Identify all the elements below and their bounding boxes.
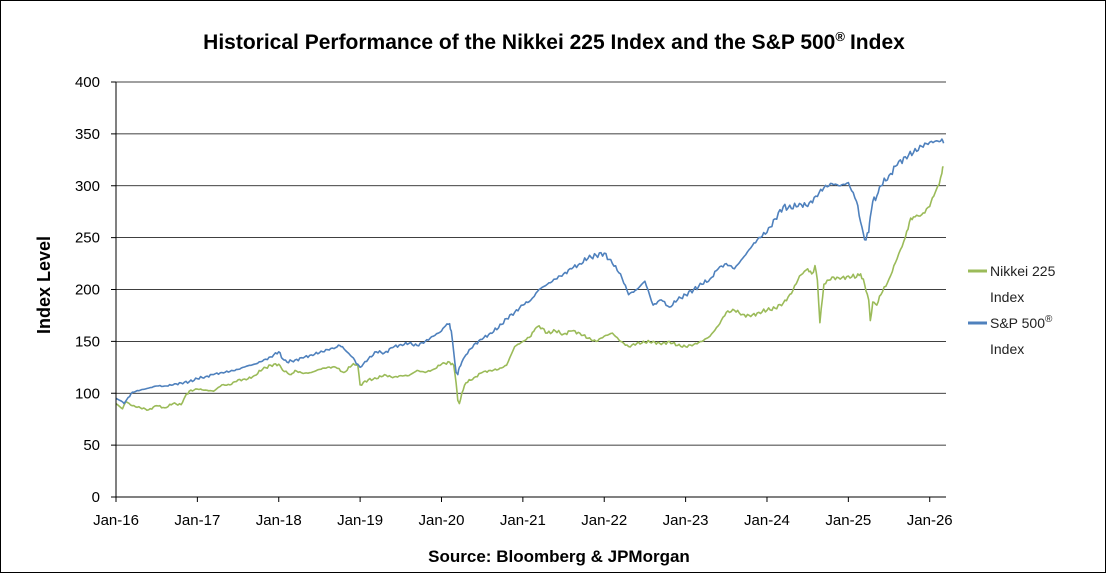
legend-label-sp500-line1: S&P 500® bbox=[990, 314, 1053, 331]
x-tick-label-Jan-22: Jan-22 bbox=[581, 512, 627, 529]
chart-title-main: Historical Performance of the Nikkei 225… bbox=[203, 31, 835, 54]
x-tick-label-Jan-26: Jan-26 bbox=[907, 512, 953, 529]
legend-label-nikkei-line2: Index bbox=[990, 289, 1024, 305]
y-tick-label-200: 200 bbox=[75, 282, 100, 299]
y-axis-title: Index Level bbox=[34, 236, 54, 334]
y-tick-label-250: 250 bbox=[75, 230, 100, 247]
x-tick-label-Jan-17: Jan-17 bbox=[174, 512, 220, 529]
x-tick-label-Jan-23: Jan-23 bbox=[663, 512, 709, 529]
source-note: Source: Bloomberg & JPMorgan bbox=[428, 547, 690, 566]
y-tick-label-0: 0 bbox=[92, 489, 100, 506]
y-tick-label-400: 400 bbox=[75, 74, 100, 91]
y-tick-labels: 0 50 100 150 200 250 300 350 400 bbox=[75, 74, 116, 506]
series-line-sp500 bbox=[115, 138, 945, 405]
x-tick-label-Jan-16: Jan-16 bbox=[93, 512, 139, 529]
legend-label-sp500-line2: Index bbox=[990, 341, 1024, 357]
y-tick-label-150: 150 bbox=[75, 333, 100, 350]
x-tick-label-Jan-19: Jan-19 bbox=[337, 512, 383, 529]
legend-label-nikkei-line1: Nikkei 225 bbox=[990, 263, 1056, 279]
chart-title-end: Index bbox=[850, 31, 905, 54]
x-tick-label-Jan-20: Jan-20 bbox=[419, 512, 465, 529]
series-line-nikkei-225 bbox=[115, 166, 944, 412]
chart-title: Historical Performance of the Nikkei 225… bbox=[203, 29, 905, 54]
y-tick-label-50: 50 bbox=[83, 437, 100, 454]
x-tick-labels: Jan-16 Jan-17 Jan-18 Jan-19 Jan-20 Jan-21 Jan-… bbox=[93, 497, 953, 529]
x-tick-label-Jan-21: Jan-21 bbox=[500, 512, 546, 529]
y-tick-label-300: 300 bbox=[75, 178, 100, 195]
x-tick-label-Jan-24: Jan-24 bbox=[744, 512, 790, 529]
x-tick-label-Jan-18: Jan-18 bbox=[256, 512, 302, 529]
legend-label-sp500-registered-mark: ® bbox=[1045, 314, 1053, 325]
legend-label-sp500-text: S&P 500 bbox=[990, 315, 1045, 331]
series-lines bbox=[115, 138, 945, 412]
chart-title-registered-mark: ® bbox=[835, 29, 845, 44]
x-tick-label-Jan-25: Jan-25 bbox=[825, 512, 871, 529]
legend: Nikkei 225 Index S&P 500® Index bbox=[968, 263, 1056, 357]
y-tick-label-100: 100 bbox=[75, 385, 100, 402]
gridlines bbox=[116, 81, 946, 446]
y-tick-label-350: 350 bbox=[75, 126, 100, 143]
